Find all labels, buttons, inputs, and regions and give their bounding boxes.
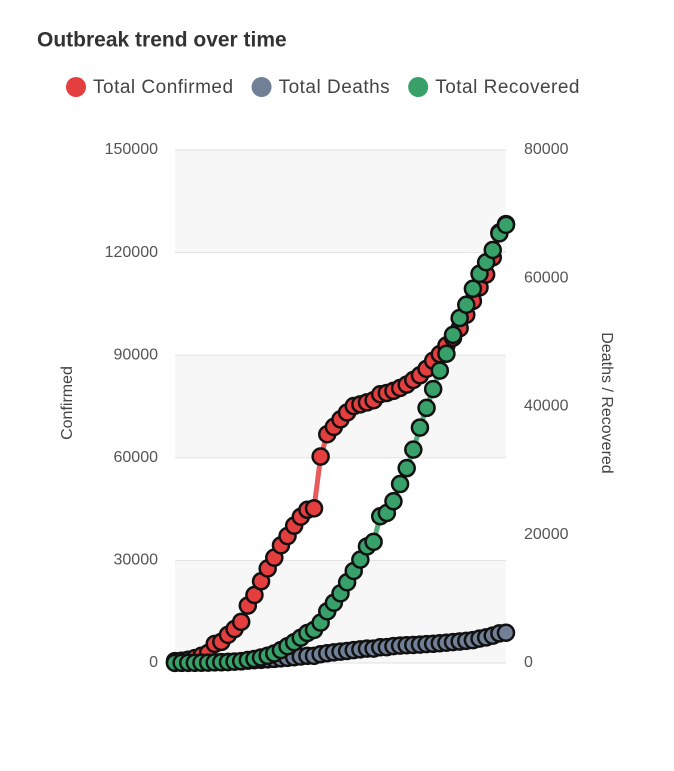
data-point [311, 447, 330, 466]
data-point [390, 474, 410, 494]
y2-tick-label: 0 [524, 654, 533, 671]
y-tick-label: 120000 [105, 244, 158, 261]
data-point [496, 215, 516, 235]
legend-swatch [408, 77, 429, 97]
data-point [457, 295, 476, 315]
data-point [417, 398, 436, 418]
y2-tick-label: 80000 [524, 141, 569, 158]
plot-band [175, 150, 506, 253]
legend-label: Total Recovered [435, 77, 580, 98]
data-point [423, 379, 443, 399]
y-tick-label: 0 [149, 654, 158, 671]
y-axis-title: Confirmed [59, 366, 76, 440]
y2-tick-label: 20000 [524, 526, 569, 543]
y-tick-label: 150000 [105, 141, 158, 158]
data-point [384, 491, 403, 511]
data-point [231, 612, 251, 632]
y-tick-label: 30000 [114, 552, 159, 569]
data-point [463, 279, 483, 299]
y2-tick-label: 60000 [524, 269, 569, 286]
y2-tick-label: 40000 [524, 398, 569, 415]
data-point [404, 440, 423, 459]
y-tick-label: 60000 [114, 449, 159, 466]
data-point [364, 532, 383, 552]
chart-title: Outbreak trend over time [37, 29, 287, 52]
data-point [443, 325, 463, 345]
legend-swatch [66, 77, 86, 97]
y-tick-label: 90000 [114, 346, 159, 363]
data-point [304, 499, 324, 518]
data-point [483, 240, 503, 260]
data-point [397, 458, 416, 478]
data-point [437, 344, 456, 363]
y2-axis-title: Deaths / Recovered [598, 332, 615, 473]
data-point [496, 623, 516, 642]
data-point [410, 418, 430, 437]
legend-label: Total Deaths [279, 77, 391, 98]
legend-swatch [251, 77, 272, 97]
legend-label: Total Confirmed [93, 77, 234, 98]
data-point [430, 361, 450, 380]
